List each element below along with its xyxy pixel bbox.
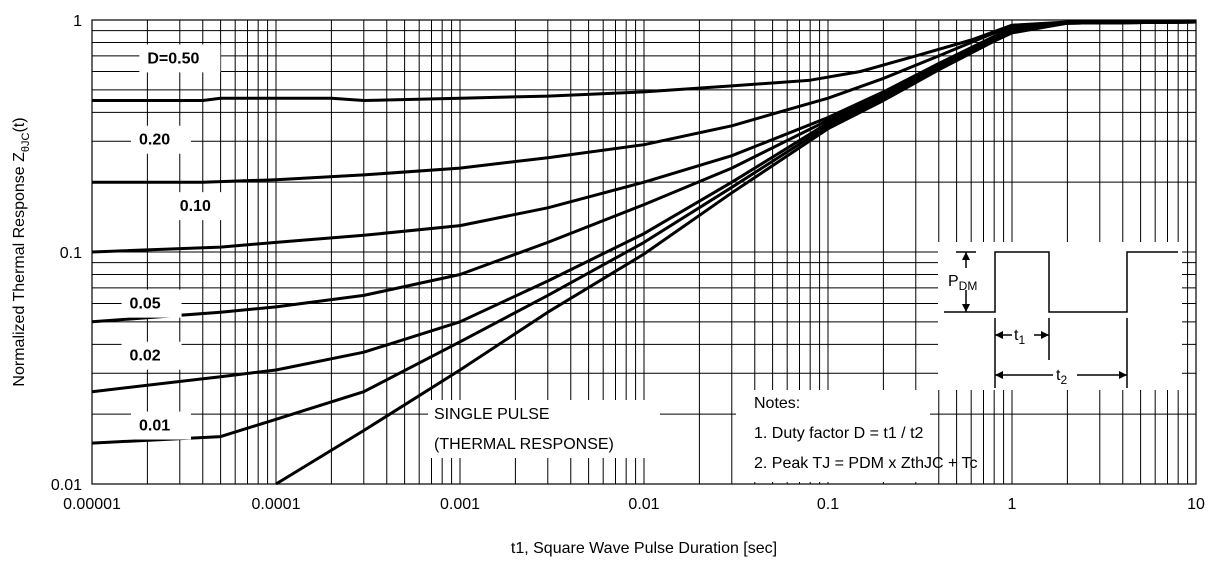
series-label-boxes — [121, 44, 232, 440]
pdm-label-bg — [946, 268, 994, 290]
series-labels: D=0.50 0.20 0.10 0.05 0.02 0.01 — [130, 50, 211, 434]
single-pulse-label-line2: (THERMAL RESPONSE) — [434, 436, 614, 453]
pdm-label: PDM — [948, 273, 977, 293]
x-axis-title: t1, Square Wave Pulse Duration [sec] — [511, 540, 777, 557]
x-tick-label: 10 — [1187, 496, 1205, 513]
x-tick-label: 0.01 — [628, 496, 659, 513]
y-tick-label: 0.01 — [51, 477, 82, 494]
series-label-bg — [121, 341, 182, 370]
notes-line-1: 1. Duty factor D = t1 / t2 — [754, 425, 924, 442]
series-label-5: 0.01 — [139, 418, 170, 435]
series-label-bg — [130, 411, 191, 440]
y-axis-title-suffix: (t) — [11, 117, 28, 132]
series-line-1 — [92, 20, 1197, 184]
t2-arrow-left — [995, 371, 1003, 379]
x-tick-label: 0.1 — [817, 496, 839, 513]
series-label-3: 0.05 — [130, 296, 161, 313]
series-curves — [91, 20, 1197, 486]
x-tick-label: 0.00001 — [63, 496, 121, 513]
x-tick-label: 0.0001 — [252, 496, 301, 513]
t1-arrow-left — [995, 331, 1003, 339]
y-axis-title-main: Normalized Thermal Response Z — [11, 152, 28, 387]
series-label-bg — [171, 192, 232, 221]
pdm-arrow-bottom — [962, 304, 970, 312]
t2-arrow-right — [1119, 371, 1127, 379]
t2-label-bg — [1053, 364, 1077, 384]
y-tick-label: 0.1 — [60, 245, 82, 262]
x-tick-labels: 0.00001 0.0001 0.001 0.01 0.1 1 10 — [63, 496, 1205, 513]
t1-label-bg — [1012, 324, 1034, 344]
x-tick-label: 1 — [1008, 496, 1017, 513]
notes-box — [736, 390, 930, 482]
t1-arrow-right — [1041, 331, 1049, 339]
y-tick-label: 1 — [73, 13, 82, 30]
notes-line-2: 2. Peak TJ = PDM x ZthJC + Tc — [754, 455, 977, 472]
series-label-1: 0.20 — [139, 132, 170, 149]
pulse-waveform-diagram: PDM t1 t2 — [938, 242, 1182, 390]
pdm-arrow-top — [962, 252, 970, 260]
x-tick-label: 0.001 — [440, 496, 480, 513]
series-label-0: D=0.50 — [147, 50, 199, 67]
single-pulse-label-box — [428, 400, 660, 458]
single-pulse-label-line1: SINGLE PULSE — [434, 406, 550, 423]
y-tick-labels: 0.01 0.1 1 — [51, 13, 82, 494]
series-label-4: 0.02 — [130, 348, 161, 365]
series-line-6 — [275, 20, 1197, 486]
series-label-bg — [139, 44, 221, 73]
t2-label: t2 — [1056, 367, 1067, 387]
y-axis-title: Normalized Thermal Response ZθJC(t) — [11, 117, 32, 386]
series-label-2: 0.10 — [180, 198, 211, 215]
series-label-bg — [121, 289, 182, 318]
notes-title: Notes: — [754, 395, 800, 412]
t1-label: t1 — [1014, 327, 1025, 347]
series-label-bg — [130, 125, 191, 154]
y-axis-title-sub: θJC — [20, 132, 32, 152]
waveform-trace — [944, 251, 1178, 313]
